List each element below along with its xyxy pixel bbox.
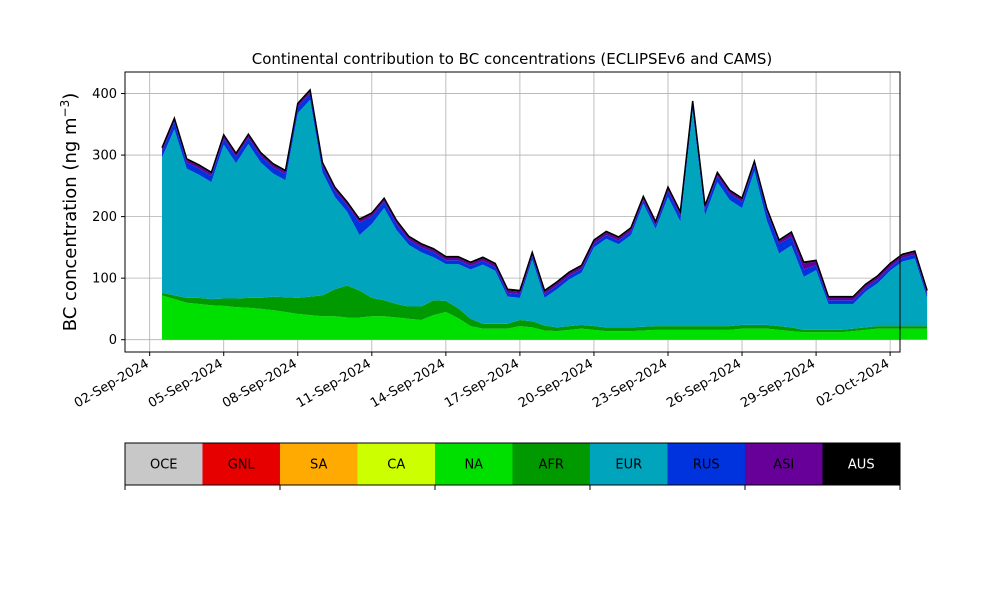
legend-label-afr: AFR	[539, 458, 564, 473]
legend-label-gnl: GNL	[228, 458, 256, 473]
legend-swatch-aus	[822, 443, 900, 485]
x-tick-label: 08-Sep-2024	[220, 356, 300, 411]
y-axis: 0 100 200 300 400	[92, 87, 125, 348]
legend-label-asi: ASI	[773, 458, 794, 473]
x-tick-label: 02-Oct-2024	[814, 356, 892, 410]
y-tick-label: 300	[92, 149, 117, 164]
legend-swatch-asi	[745, 443, 823, 485]
legend-swatch-oce	[125, 443, 203, 485]
y-axis-label-main: BC concentration (ng m	[60, 117, 81, 331]
x-tick-label: 23-Sep-2024	[590, 356, 670, 411]
colorbar-legend: OCE GNL SA CA NA AFR EUR RUS ASI AUS	[124, 442, 901, 490]
legend-label-sa: SA	[310, 458, 327, 473]
legend-swatch-sa	[280, 443, 358, 485]
chart-title: Continental contribution to BC concentra…	[252, 50, 773, 68]
series-area-eur	[162, 99, 928, 330]
plot-area	[124, 71, 928, 353]
legend-label-ca: CA	[387, 458, 405, 473]
legend-label-oce: OCE	[150, 458, 178, 473]
total-outline	[161, 88, 928, 298]
x-tick-label: 05-Sep-2024	[146, 356, 226, 411]
y-axis-label-close: )	[60, 93, 81, 100]
legend-swatch-afr	[512, 443, 590, 485]
y-tick-label: 0	[109, 333, 117, 348]
legend-label-na: NA	[464, 458, 483, 473]
legend-frame	[124, 442, 901, 486]
x-tick-label: 26-Sep-2024	[664, 356, 744, 411]
series-areas	[162, 89, 928, 340]
x-tick-label: 02-Sep-2024	[72, 356, 152, 411]
y-tick-label: 100	[92, 272, 117, 287]
x-tick-label: 20-Sep-2024	[516, 356, 596, 411]
legend-swatch-rus	[667, 443, 745, 485]
x-axis: 02-Sep-202405-Sep-202408-Sep-202411-Sep-…	[72, 352, 892, 411]
y-tick-label: 400	[92, 87, 117, 102]
legend-swatch-ca	[357, 443, 435, 485]
x-tick-label: 14-Sep-2024	[368, 356, 448, 411]
y-axis-label-exponent: −3	[58, 100, 72, 118]
x-tick-label: 17-Sep-2024	[442, 356, 522, 411]
series-area-na	[162, 295, 928, 340]
legend-swatch-na	[435, 443, 513, 485]
legend-swatch-gnl	[202, 443, 280, 485]
legend-swatch-eur	[590, 443, 668, 485]
legend-label-aus: AUS	[848, 458, 875, 473]
legend-label-eur: EUR	[615, 458, 642, 473]
series-area-afr	[162, 285, 928, 333]
y-tick-label: 200	[92, 210, 117, 225]
plot-frame	[124, 71, 901, 353]
x-tick-label: 11-Sep-2024	[294, 356, 374, 411]
legend-label-rus: RUS	[693, 458, 720, 473]
y-axis-label: BC concentration (ng m−3)	[58, 93, 81, 332]
x-tick-label: 29-Sep-2024	[738, 356, 818, 411]
